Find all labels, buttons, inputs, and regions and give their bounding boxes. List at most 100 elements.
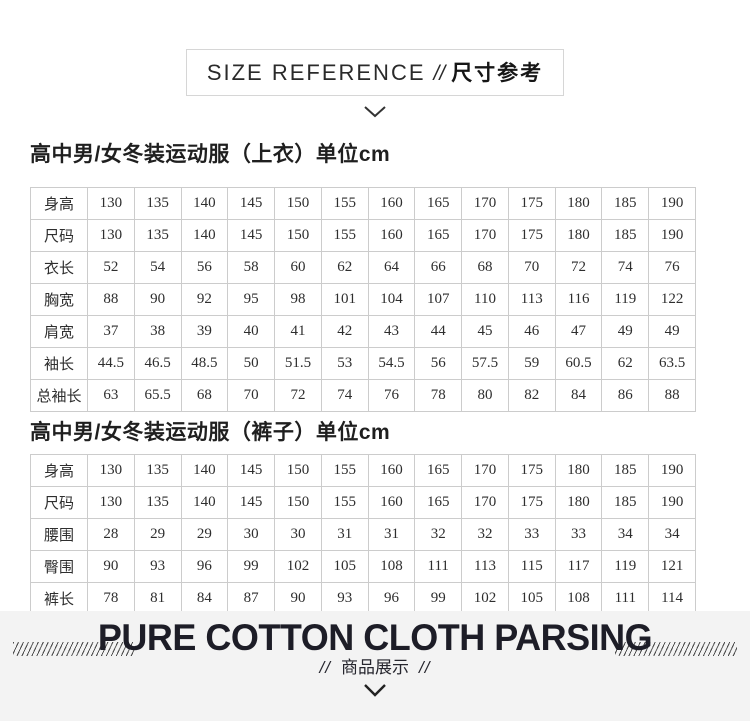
table-cell: 113 <box>507 283 556 316</box>
table-cell: 135 <box>133 454 182 487</box>
row-label: 袖长 <box>30 347 88 380</box>
table-cell: 78 <box>414 379 463 412</box>
table-cell: 135 <box>133 219 182 252</box>
size-reference-title-box: SIZE REFERENCE //尺寸参考 <box>185 49 565 96</box>
table-cell: 185 <box>601 187 650 220</box>
table-title-pants: 高中男/女冬装运动服（裤子）单位cm <box>30 421 391 444</box>
table-cell: 90 <box>133 283 182 316</box>
table-cell: 53 <box>320 347 369 380</box>
table-cell: 86 <box>601 379 650 412</box>
table-cell: 87 <box>227 582 276 615</box>
table-cell: 63 <box>87 379 135 412</box>
row-label: 臀围 <box>30 550 88 583</box>
table-cell: 28 <box>87 518 135 551</box>
table-cell: 165 <box>414 219 463 252</box>
table-cell: 39 <box>180 315 229 348</box>
table-cell: 145 <box>227 219 276 252</box>
table-cell: 190 <box>648 486 696 519</box>
table-cell: 38 <box>133 315 182 348</box>
table-cell: 64 <box>367 251 416 284</box>
table-cell: 62 <box>601 347 650 380</box>
table-cell: 119 <box>601 283 650 316</box>
table-row: 肩宽 37 38 39 40 41 42 43 44 45 46 47 49 49 <box>30 315 696 348</box>
table-cell: 29 <box>180 518 229 551</box>
table-cell: 56 <box>180 251 229 284</box>
table-cell: 155 <box>320 187 369 220</box>
row-label: 腰围 <box>30 518 88 551</box>
table-cell: 180 <box>554 219 603 252</box>
table-cell: 150 <box>274 187 322 220</box>
table-cell: 68 <box>461 251 509 284</box>
table-cell: 68 <box>180 379 229 412</box>
table-cell: 49 <box>648 315 696 348</box>
table-cell: 72 <box>554 251 603 284</box>
table-cell: 165 <box>414 454 463 487</box>
table-cell: 49 <box>601 315 650 348</box>
table-cell: 105 <box>507 582 556 615</box>
table-cell: 107 <box>414 283 463 316</box>
table-cell: 115 <box>507 550 556 583</box>
row-label: 尺码 <box>30 486 88 519</box>
table-cell: 48.5 <box>180 347 229 380</box>
table-cell: 29 <box>133 518 182 551</box>
table-cell: 122 <box>648 283 696 316</box>
table-cell: 150 <box>274 219 322 252</box>
slash-separator: // <box>433 62 446 85</box>
slash-left: // <box>319 658 331 677</box>
slash-right: // <box>419 658 431 677</box>
table-cell: 105 <box>320 550 369 583</box>
table-cell: 96 <box>180 550 229 583</box>
table-cell: 140 <box>180 219 229 252</box>
table-row: 总袖长 63 65.5 68 70 72 74 76 78 80 82 84 86 88 <box>30 379 696 412</box>
table-cell: 65.5 <box>133 379 182 412</box>
table-cell: 155 <box>320 454 369 487</box>
table-cell: 70 <box>507 251 556 284</box>
table-cell: 90 <box>274 582 322 615</box>
table-cell: 190 <box>648 187 696 220</box>
chevron-down-icon <box>0 105 750 119</box>
table-cell: 98 <box>274 283 322 316</box>
table-cell: 108 <box>554 582 603 615</box>
table-cell: 130 <box>87 187 135 220</box>
banner-subtitle-text: 商品展示 <box>341 658 409 677</box>
table-cell: 44.5 <box>87 347 135 380</box>
table-cell: 58 <box>227 251 276 284</box>
table-cell: 113 <box>461 550 509 583</box>
table-cell: 116 <box>554 283 603 316</box>
table-cell: 95 <box>227 283 276 316</box>
table-cell: 160 <box>367 454 416 487</box>
table-row: 腰围 28 29 29 30 30 31 31 32 32 33 33 34 34 <box>30 518 696 551</box>
table-cell: 175 <box>507 486 556 519</box>
table-cell: 60.5 <box>554 347 603 380</box>
table-cell: 92 <box>180 283 229 316</box>
table-cell: 140 <box>180 187 229 220</box>
table-cell: 81 <box>133 582 182 615</box>
table-cell: 93 <box>320 582 369 615</box>
row-label: 肩宽 <box>30 315 88 348</box>
chevron-down-icon <box>0 683 750 698</box>
table-cell: 50 <box>227 347 276 380</box>
table-cell: 80 <box>461 379 509 412</box>
size-table-tops: 身高 130 135 140 145 150 155 160 165 170 175 180 185 19… <box>30 187 696 412</box>
table-cell: 160 <box>367 187 416 220</box>
table-cell: 32 <box>461 518 509 551</box>
size-reference-header: SIZE REFERENCE //尺寸参考 <box>0 0 750 119</box>
table-cell: 140 <box>180 454 229 487</box>
table-cell: 175 <box>507 454 556 487</box>
table-cell: 190 <box>648 219 696 252</box>
banner-subtitle: // 商品展示 // <box>0 658 750 678</box>
table-cell: 165 <box>414 187 463 220</box>
hatch-pattern-left-icon <box>13 642 135 656</box>
table-cell: 56 <box>414 347 463 380</box>
size-reference-title-zh: 尺寸参考 <box>451 62 544 85</box>
size-reference-title-en: SIZE REFERENCE <box>206 60 426 85</box>
table-cell: 72 <box>274 379 322 412</box>
table-cell: 180 <box>554 187 603 220</box>
table-cell: 30 <box>274 518 322 551</box>
table-cell: 121 <box>648 550 696 583</box>
table-cell: 130 <box>87 486 135 519</box>
row-label: 尺码 <box>30 219 88 252</box>
table-cell: 135 <box>133 486 182 519</box>
row-label: 身高 <box>30 454 88 487</box>
table-row: 身高 130 135 140 145 150 155 160 165 170 175 180 185 19… <box>30 454 696 487</box>
